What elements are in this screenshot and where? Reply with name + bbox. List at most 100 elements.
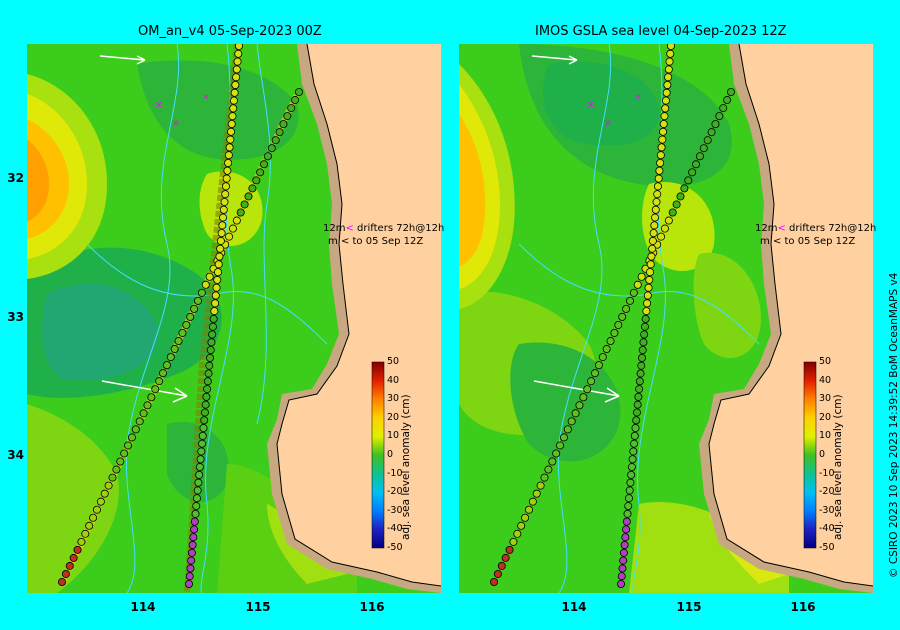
drifter-marker: [212, 283, 221, 292]
drifter-marker: [619, 548, 628, 557]
drifter-marker: [204, 369, 213, 378]
drifter-marker: [616, 580, 625, 589]
drifter-marker: [655, 166, 664, 175]
drifter-marker: [497, 561, 506, 570]
drifter-marker: [256, 168, 265, 177]
drifter-marker: [271, 136, 280, 145]
drifter-marker: [283, 112, 292, 121]
x-tick-115-left: 115: [245, 600, 271, 614]
drifter-marker: [633, 400, 642, 409]
drifter-marker: [633, 280, 642, 289]
colorbar-tick-label: 10: [387, 430, 400, 442]
colorbar-tick-label: 30: [387, 393, 400, 405]
drifter-marker: [663, 80, 672, 89]
drifter-marker: [614, 320, 623, 329]
colorbar-tick-label: -10: [819, 467, 835, 479]
drifter-marker: [618, 312, 627, 321]
drifter-marker: [267, 144, 276, 153]
drifter-marker: [642, 307, 651, 316]
drifter-marker: [664, 216, 673, 225]
drifter-marker: [198, 431, 207, 440]
svg-text:✕: ✕: [155, 101, 163, 111]
colorbar-tick-label: 30: [819, 393, 832, 405]
drifter-marker: [221, 182, 230, 191]
drifter-marker: [583, 385, 592, 394]
drifter-marker: [135, 417, 144, 426]
drifter-marker: [199, 424, 208, 433]
drifter-marker: [219, 205, 228, 214]
drifter-marker: [92, 505, 101, 514]
drifter-marker: [501, 553, 510, 562]
drifter-marker: [190, 304, 199, 313]
drifter-marker: [235, 44, 243, 50]
drifter-marker: [192, 494, 201, 503]
drifter-marker: [216, 244, 225, 253]
colorbar-tick-label: -50: [819, 542, 835, 553]
drifter-marker: [240, 200, 249, 209]
drifter-marker: [517, 521, 526, 530]
drifter-marker: [216, 236, 225, 245]
drifter-marker: [219, 213, 228, 222]
drifter-marker: [230, 88, 239, 97]
drifter-marker: [191, 509, 200, 518]
colorbar-tick-label: -40: [819, 523, 835, 535]
colorbar-tick-label: -30: [387, 504, 403, 516]
drifter-marker: [120, 449, 129, 458]
drifter-marker: [660, 112, 669, 121]
drifter-marker: [640, 322, 649, 331]
colorbar-tick-label: -30: [819, 504, 835, 516]
drifter-marker: [162, 361, 171, 370]
drifter-marker: [100, 489, 109, 498]
drifter-marker: [73, 545, 82, 554]
drifter-marker: [229, 104, 238, 113]
drifter-marker: [631, 424, 640, 433]
drifter-marker: [214, 260, 223, 269]
drifter-marker: [231, 80, 240, 89]
y-tick-33: 33: [7, 310, 24, 324]
drifter-marker: [652, 197, 661, 206]
drifter-marker: [190, 517, 199, 526]
drifter-marker: [524, 505, 533, 514]
drifter-marker: [650, 221, 659, 230]
drifter-marker: [505, 545, 514, 554]
drifter-marker: [634, 392, 643, 401]
drifter-marker: [623, 509, 632, 518]
drifter-marker: [528, 497, 537, 506]
drifter-marker: [606, 337, 615, 346]
drifter-marker: [217, 229, 226, 238]
drifter-marker: [661, 96, 670, 105]
drifter-marker: [104, 481, 113, 490]
drifter-marker: [659, 127, 668, 136]
drifter-marker: [213, 268, 222, 277]
drifter-marker: [636, 369, 645, 378]
drifter-marker: [200, 416, 209, 425]
drifter-marker: [548, 457, 557, 466]
drifter-marker: [198, 439, 207, 448]
drifter-marker: [660, 224, 669, 233]
drifter-marker: [211, 299, 220, 308]
drifter-marker: [200, 408, 209, 417]
drifter-marker: [656, 151, 665, 160]
legend-drifters-left-line1: 12m< drifters 72h@12h: [323, 223, 445, 234]
colorbar-tick-label: 0: [387, 449, 394, 460]
drifter-marker: [643, 291, 652, 300]
drifter-marker: [151, 385, 160, 394]
colorbar-tick-label: -20: [387, 486, 403, 498]
drifter-marker: [57, 578, 66, 587]
colorbar-label-right: adj. sea level anomaly (cm): [832, 394, 844, 540]
svg-text:✕: ✕: [604, 119, 612, 129]
drifter-marker: [521, 513, 530, 522]
drifter-marker: [215, 252, 224, 261]
drifter-marker: [159, 369, 168, 378]
drifter-marker: [201, 400, 210, 409]
drifter-marker: [622, 304, 631, 313]
drifter-marker: [625, 486, 634, 495]
drifter-marker: [643, 299, 652, 308]
drifter-marker: [509, 537, 518, 546]
drifter-marker: [223, 166, 232, 175]
drifter-marker: [210, 307, 219, 316]
drifter-marker: [665, 57, 674, 66]
drifter-marker: [65, 561, 74, 570]
drifter-marker: [723, 96, 732, 105]
drifter-marker: [556, 441, 565, 450]
